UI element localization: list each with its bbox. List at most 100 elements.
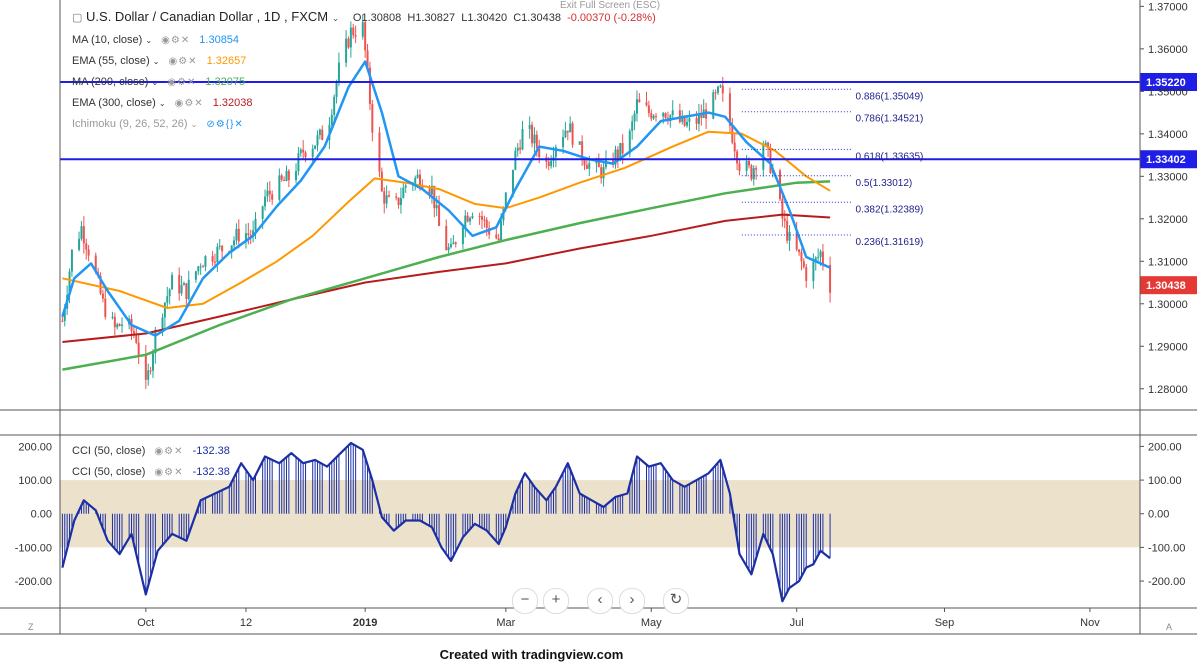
- legend-buttons[interactable]: ◉⚙✕: [167, 77, 197, 88]
- exit-fullscreen-hint[interactable]: Exit Full Screen (ESC): [560, 0, 661, 11]
- symbol-name[interactable]: U.S. Dollar / Canadian Dollar: [86, 9, 253, 24]
- scroll-left-button[interactable]: ‹: [587, 588, 613, 614]
- cci-tick-label-right: -100.00: [1148, 542, 1185, 554]
- chevron-down-icon[interactable]: ⌄: [151, 78, 159, 87]
- cci-tick-label-right: 0.00: [1148, 509, 1169, 521]
- candle-up: [461, 227, 464, 245]
- fib-level-label: 0.886(1.35049): [856, 91, 924, 102]
- candle-up: [688, 118, 691, 122]
- legend-buttons[interactable]: ◉⚙✕: [168, 56, 198, 67]
- candle-up: [469, 217, 472, 222]
- candle-down: [736, 151, 739, 164]
- candle-down: [650, 113, 653, 119]
- legend-buttons[interactable]: ⊘⚙{}✕: [206, 119, 244, 130]
- candle-up: [414, 177, 417, 185]
- candle-down: [87, 249, 90, 256]
- candle-up: [788, 231, 791, 241]
- legend-buttons[interactable]: ◉⚙✕: [174, 98, 204, 109]
- candle-down: [535, 134, 538, 149]
- candle-up: [120, 324, 123, 326]
- legend-ema300[interactable]: EMA (300, close) ⌄ ◉⚙✕ 1.32038: [72, 97, 253, 109]
- candle-down: [647, 105, 650, 114]
- candle-down: [397, 197, 400, 206]
- candle-down: [547, 161, 550, 167]
- candle-up: [163, 302, 166, 318]
- candle-down: [113, 316, 116, 328]
- exchange-label[interactable]: FXCM: [291, 9, 329, 24]
- time-tick-label: 2019: [353, 617, 377, 629]
- candle-down: [213, 261, 216, 263]
- candle-up: [295, 171, 298, 181]
- cci-tick-label-left: 100.00: [18, 475, 52, 487]
- candle-up: [712, 92, 715, 119]
- candle-down: [769, 148, 772, 173]
- candle-down: [700, 113, 703, 118]
- candle-up: [514, 150, 517, 170]
- candle-down: [645, 102, 648, 106]
- candle-down: [352, 27, 355, 36]
- candle-down: [488, 227, 491, 235]
- legend-ma200[interactable]: MA (200, close) ⌄ ◉⚙✕ 1.32075: [72, 76, 245, 88]
- reset-chart-button[interactable]: ↻: [663, 588, 689, 614]
- chevron-down-icon[interactable]: ⌄: [152, 57, 160, 66]
- candle-down: [144, 354, 147, 380]
- candle-down: [800, 252, 803, 262]
- candle-up: [662, 113, 665, 117]
- candle-down: [445, 225, 448, 251]
- candle-up: [345, 38, 348, 63]
- candle-down: [395, 196, 398, 198]
- scroll-right-button[interactable]: ›: [619, 588, 645, 614]
- candle-down: [755, 168, 758, 170]
- candle-down: [655, 115, 658, 117]
- candle-down: [428, 188, 431, 195]
- legend-label: EMA (300, close): [72, 97, 156, 109]
- collapse-icon[interactable]: ▢: [72, 12, 83, 24]
- fib-level-label: 0.236(1.31619): [856, 237, 924, 248]
- legend-label: Ichimoku (9, 26, 52, 26): [72, 118, 188, 130]
- interval-label[interactable]: 1D: [263, 9, 281, 24]
- timezone-button[interactable]: Z: [28, 622, 34, 632]
- cci-line: [61, 441, 831, 603]
- cci-tick-label-left: 200.00: [18, 441, 52, 453]
- candle-up: [550, 160, 553, 167]
- cci-tick-label-right: 200.00: [1148, 441, 1182, 453]
- legend-value: -132.38: [192, 466, 230, 478]
- candle-up: [314, 145, 317, 149]
- price-tick-label: 1.37000: [1148, 1, 1188, 13]
- cci-tick-label-right: 100.00: [1148, 475, 1182, 487]
- candle-down: [748, 161, 751, 166]
- chevron-down-icon[interactable]: ⌄: [331, 13, 340, 23]
- candle-up: [330, 114, 333, 125]
- legend-value: 1.32657: [206, 55, 247, 67]
- chevron-down-icon[interactable]: ⌄: [190, 120, 198, 129]
- zoom-in-button[interactable]: +: [543, 588, 569, 614]
- candle-down: [287, 170, 290, 181]
- candle-down: [383, 191, 386, 204]
- candle-up: [335, 82, 338, 97]
- legend-buttons[interactable]: ◉⚙✕: [154, 446, 184, 457]
- candle-up: [449, 244, 452, 248]
- candle-down: [678, 110, 681, 122]
- legend-cci-2[interactable]: CCI (50, close) ◉⚙✕ -132.38: [72, 466, 230, 478]
- candle-up: [669, 114, 672, 122]
- legend-buttons[interactable]: ◉⚙✕: [154, 467, 184, 478]
- candle-up: [430, 185, 433, 195]
- legend-cci-1[interactable]: CCI (50, close) ◉⚙✕ -132.38: [72, 445, 230, 457]
- watermark-footer: Created with tradingview.com: [439, 647, 624, 662]
- zoom-out-button[interactable]: −: [512, 588, 538, 614]
- auto-scale-button[interactable]: A: [1166, 622, 1173, 632]
- candle-down: [118, 324, 121, 326]
- legend-ichimoku[interactable]: Ichimoku (9, 26, 52, 26) ⌄ ⊘⚙{}✕: [72, 118, 244, 130]
- legend-label: EMA (55, close): [72, 55, 150, 67]
- candle-up: [399, 197, 402, 206]
- legend-ema55[interactable]: EMA (55, close) ⌄ ◉⚙✕ 1.32657: [72, 55, 246, 67]
- chevron-down-icon[interactable]: ⌄: [158, 99, 166, 108]
- candle-down: [738, 163, 741, 171]
- legend-ma10[interactable]: MA (10, close) ⌄ ◉⚙✕ 1.30854: [72, 34, 239, 46]
- candle-up: [564, 130, 567, 138]
- candle-up: [361, 22, 364, 37]
- legend-buttons[interactable]: ◉⚙✕: [161, 35, 191, 46]
- chevron-down-icon[interactable]: ⌄: [145, 36, 153, 45]
- candle-up: [180, 285, 183, 294]
